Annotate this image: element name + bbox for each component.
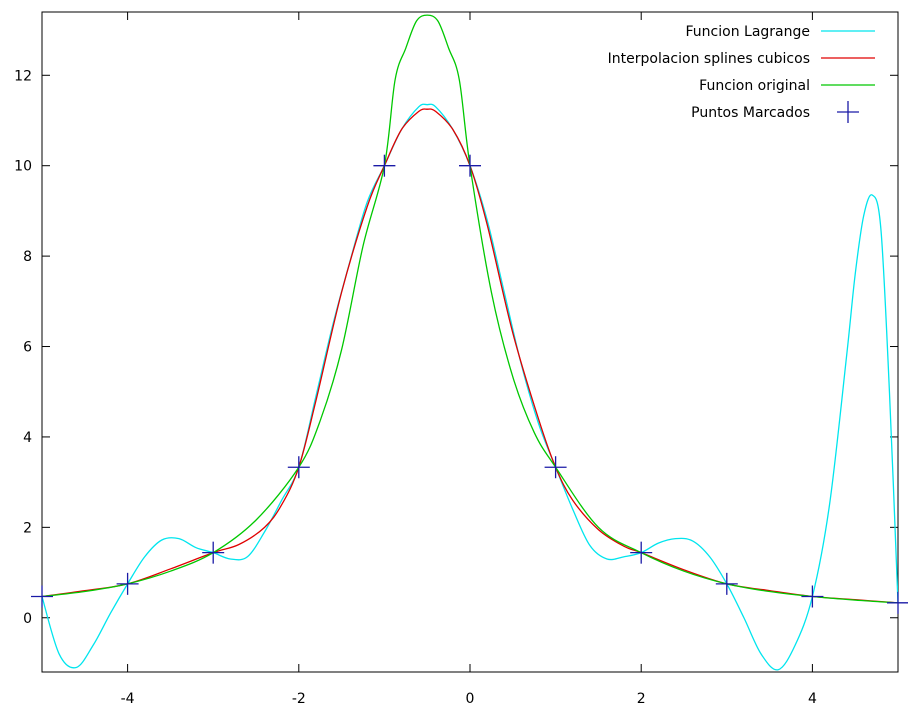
data-point-marker [373,154,396,177]
data-point-marker [887,591,908,614]
legend-label-puntos-marcados: Puntos Marcados [691,105,810,121]
x-tick-label: -4 [121,691,135,707]
y-tick-label: 2 [23,520,32,536]
x-tick-label: 0 [466,691,475,707]
data-point-marker [459,154,481,177]
x-tick-label: 4 [808,691,817,707]
y-tick-label: 10 [14,159,32,175]
y-tick-label: 6 [23,340,32,356]
series-line-funcion-original [42,14,898,604]
series-line-interpolacion-splines-cubicos [42,108,898,604]
y-tick-label: 12 [14,68,32,84]
legend-label-interpolacion-splines-cubicos: Interpolacion splines cubicos [608,51,810,67]
marked-points [31,154,908,614]
data-point-marker [801,585,824,608]
series-layer [42,14,898,671]
data-point-marker [116,572,139,595]
data-point-marker [287,456,310,479]
data-point-marker [715,572,738,595]
legend-label-funcion-original: Funcion original [699,78,810,94]
x-tick-labels: -4 -2 0 2 4 [121,691,817,707]
legend-swatch-puntos-marcados [837,101,859,123]
data-point-marker [202,541,225,564]
y-tick-label: 0 [23,611,32,627]
data-point-marker [630,541,653,564]
x-tick-label: 2 [637,691,646,707]
tick-marks [42,12,898,672]
y-tick-label: 4 [23,430,32,446]
data-point-marker [31,585,53,608]
series-line-funcion-lagrange [42,103,898,671]
data-point-marker [544,456,567,479]
x-tick-label: -2 [292,691,306,707]
legend: Funcion Lagrange Interpolacion splines cu… [608,24,875,123]
y-tick-labels: 0 2 4 6 8 10 12 [14,68,32,626]
legend-label-funcion-lagrange: Funcion Lagrange [686,24,810,40]
y-tick-label: 8 [23,249,32,265]
